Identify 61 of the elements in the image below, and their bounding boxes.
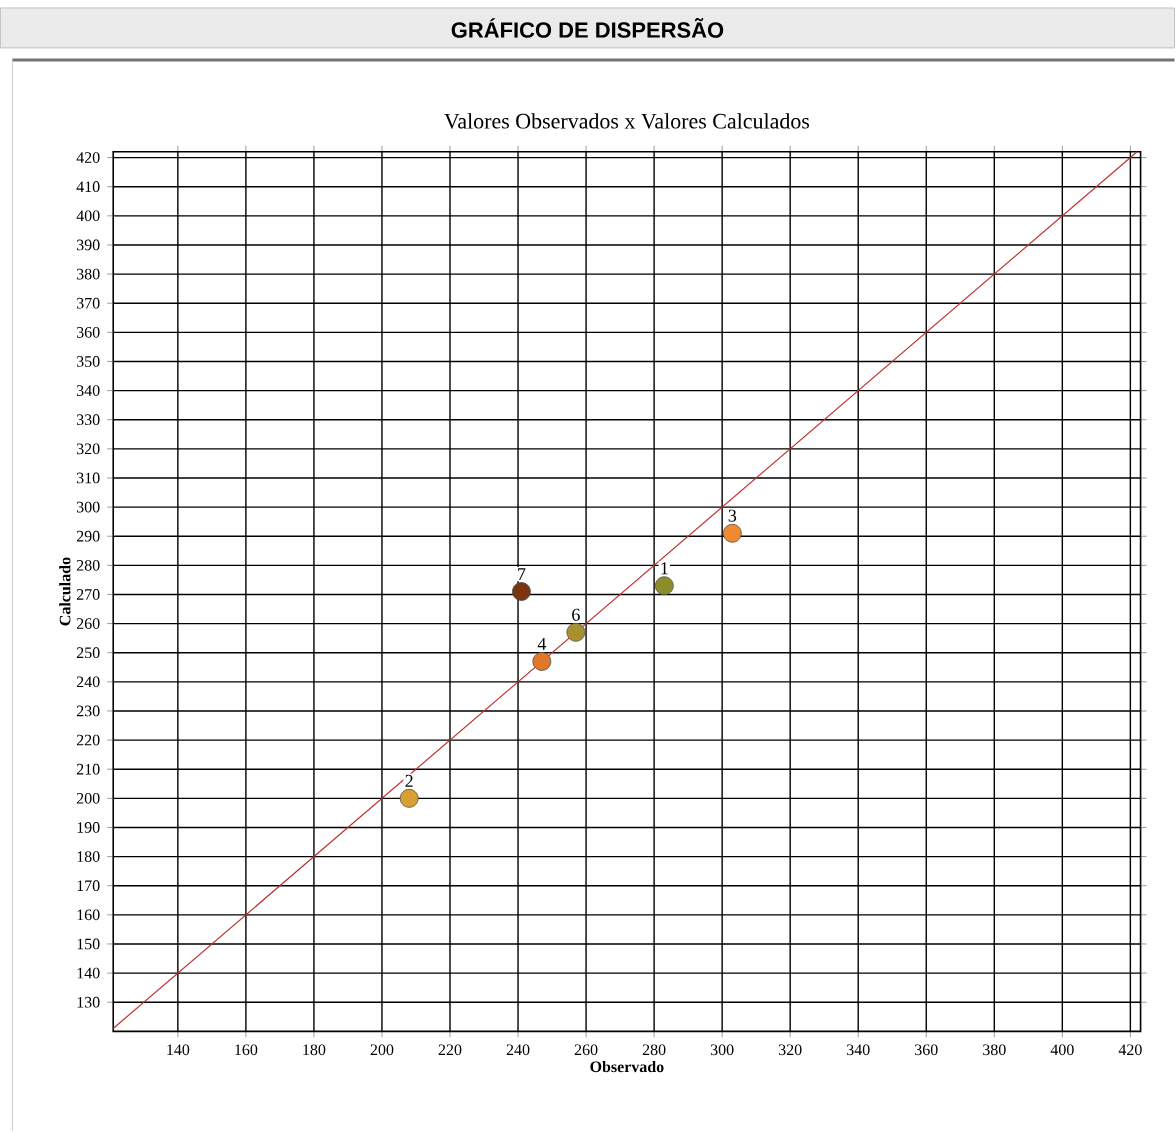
annotation: 4	[537, 638, 547, 651]
x-tick-label: 420	[1118, 1044, 1142, 1056]
x-tick-label: 280	[642, 1044, 666, 1056]
y-tick-label: 270	[76, 589, 100, 601]
y-tick-label: 260	[76, 618, 100, 630]
annotation: 7	[518, 568, 526, 581]
y-axis-title: Calculado	[59, 557, 71, 626]
x-tick-label: 180	[303, 1044, 326, 1056]
y-tick-label: 340	[76, 385, 100, 397]
x-tick-label: 360	[915, 1044, 938, 1056]
y-tick-label: 220	[76, 734, 100, 746]
y-tick-label: 400	[76, 210, 100, 222]
point	[654, 576, 674, 596]
x-tick-label: 220	[438, 1044, 462, 1056]
y-tick-label: 420	[76, 152, 100, 164]
point	[512, 582, 531, 602]
y-tick-label: 240	[76, 676, 100, 688]
y-tick-label: 140	[77, 967, 100, 979]
y-tick-label: 350	[76, 356, 100, 368]
y-tick-label: 170	[77, 880, 100, 892]
x-tick-label: 380	[983, 1044, 1006, 1056]
x-tick-label: 200	[370, 1044, 394, 1056]
point	[722, 524, 742, 543]
y-tick-label: 380	[76, 268, 100, 280]
x-tick-label: 340	[846, 1044, 870, 1056]
point	[399, 789, 419, 808]
chart-title: GRÁFICO DE DISPERSÃO	[451, 18, 724, 39]
annotation: 1	[661, 562, 668, 575]
y-tick-label: 410	[76, 181, 100, 193]
y-tick-label: 280	[76, 560, 100, 571]
y-tick-label: 150	[77, 938, 100, 950]
x-tick-label: 140	[167, 1044, 190, 1056]
point	[532, 652, 552, 672]
x-tick-label: 240	[506, 1044, 530, 1056]
chart-subtitle: Valores Observados x Valores Calculados	[444, 113, 810, 129]
x-tick-label: 320	[778, 1044, 802, 1056]
y-tick-label: 130	[77, 997, 100, 1008]
y-tick-label: 300	[76, 501, 100, 513]
y-tick-label: 370	[76, 298, 100, 309]
x-axis-title: Observado	[590, 1061, 664, 1073]
y-tick-label: 160	[77, 909, 100, 921]
y-tick-label: 290	[76, 531, 100, 542]
y-tick-label: 190	[77, 822, 100, 834]
x-tick-label: 300	[710, 1044, 734, 1056]
x-tick-label: 400	[1050, 1044, 1074, 1056]
point	[566, 623, 586, 642]
y-tick-label: 360	[76, 327, 100, 338]
y-tick-label: 230	[76, 705, 100, 717]
y-tick-label: 250	[76, 647, 100, 659]
x-tick-label: 260	[574, 1044, 598, 1056]
x-tick-label: 160	[235, 1044, 258, 1056]
annotation: 2	[405, 775, 413, 787]
y-tick-label: 390	[76, 239, 100, 251]
annotation: 6	[572, 608, 580, 621]
y-tick-label: 320	[76, 443, 100, 455]
y-tick-label: 330	[76, 414, 100, 426]
y-tick-label: 310	[76, 472, 100, 484]
annotation: 3	[728, 509, 737, 522]
y-tick-label: 180	[77, 851, 100, 863]
y-tick-label: 210	[76, 764, 100, 775]
y-tick-label: 200	[76, 793, 100, 804]
